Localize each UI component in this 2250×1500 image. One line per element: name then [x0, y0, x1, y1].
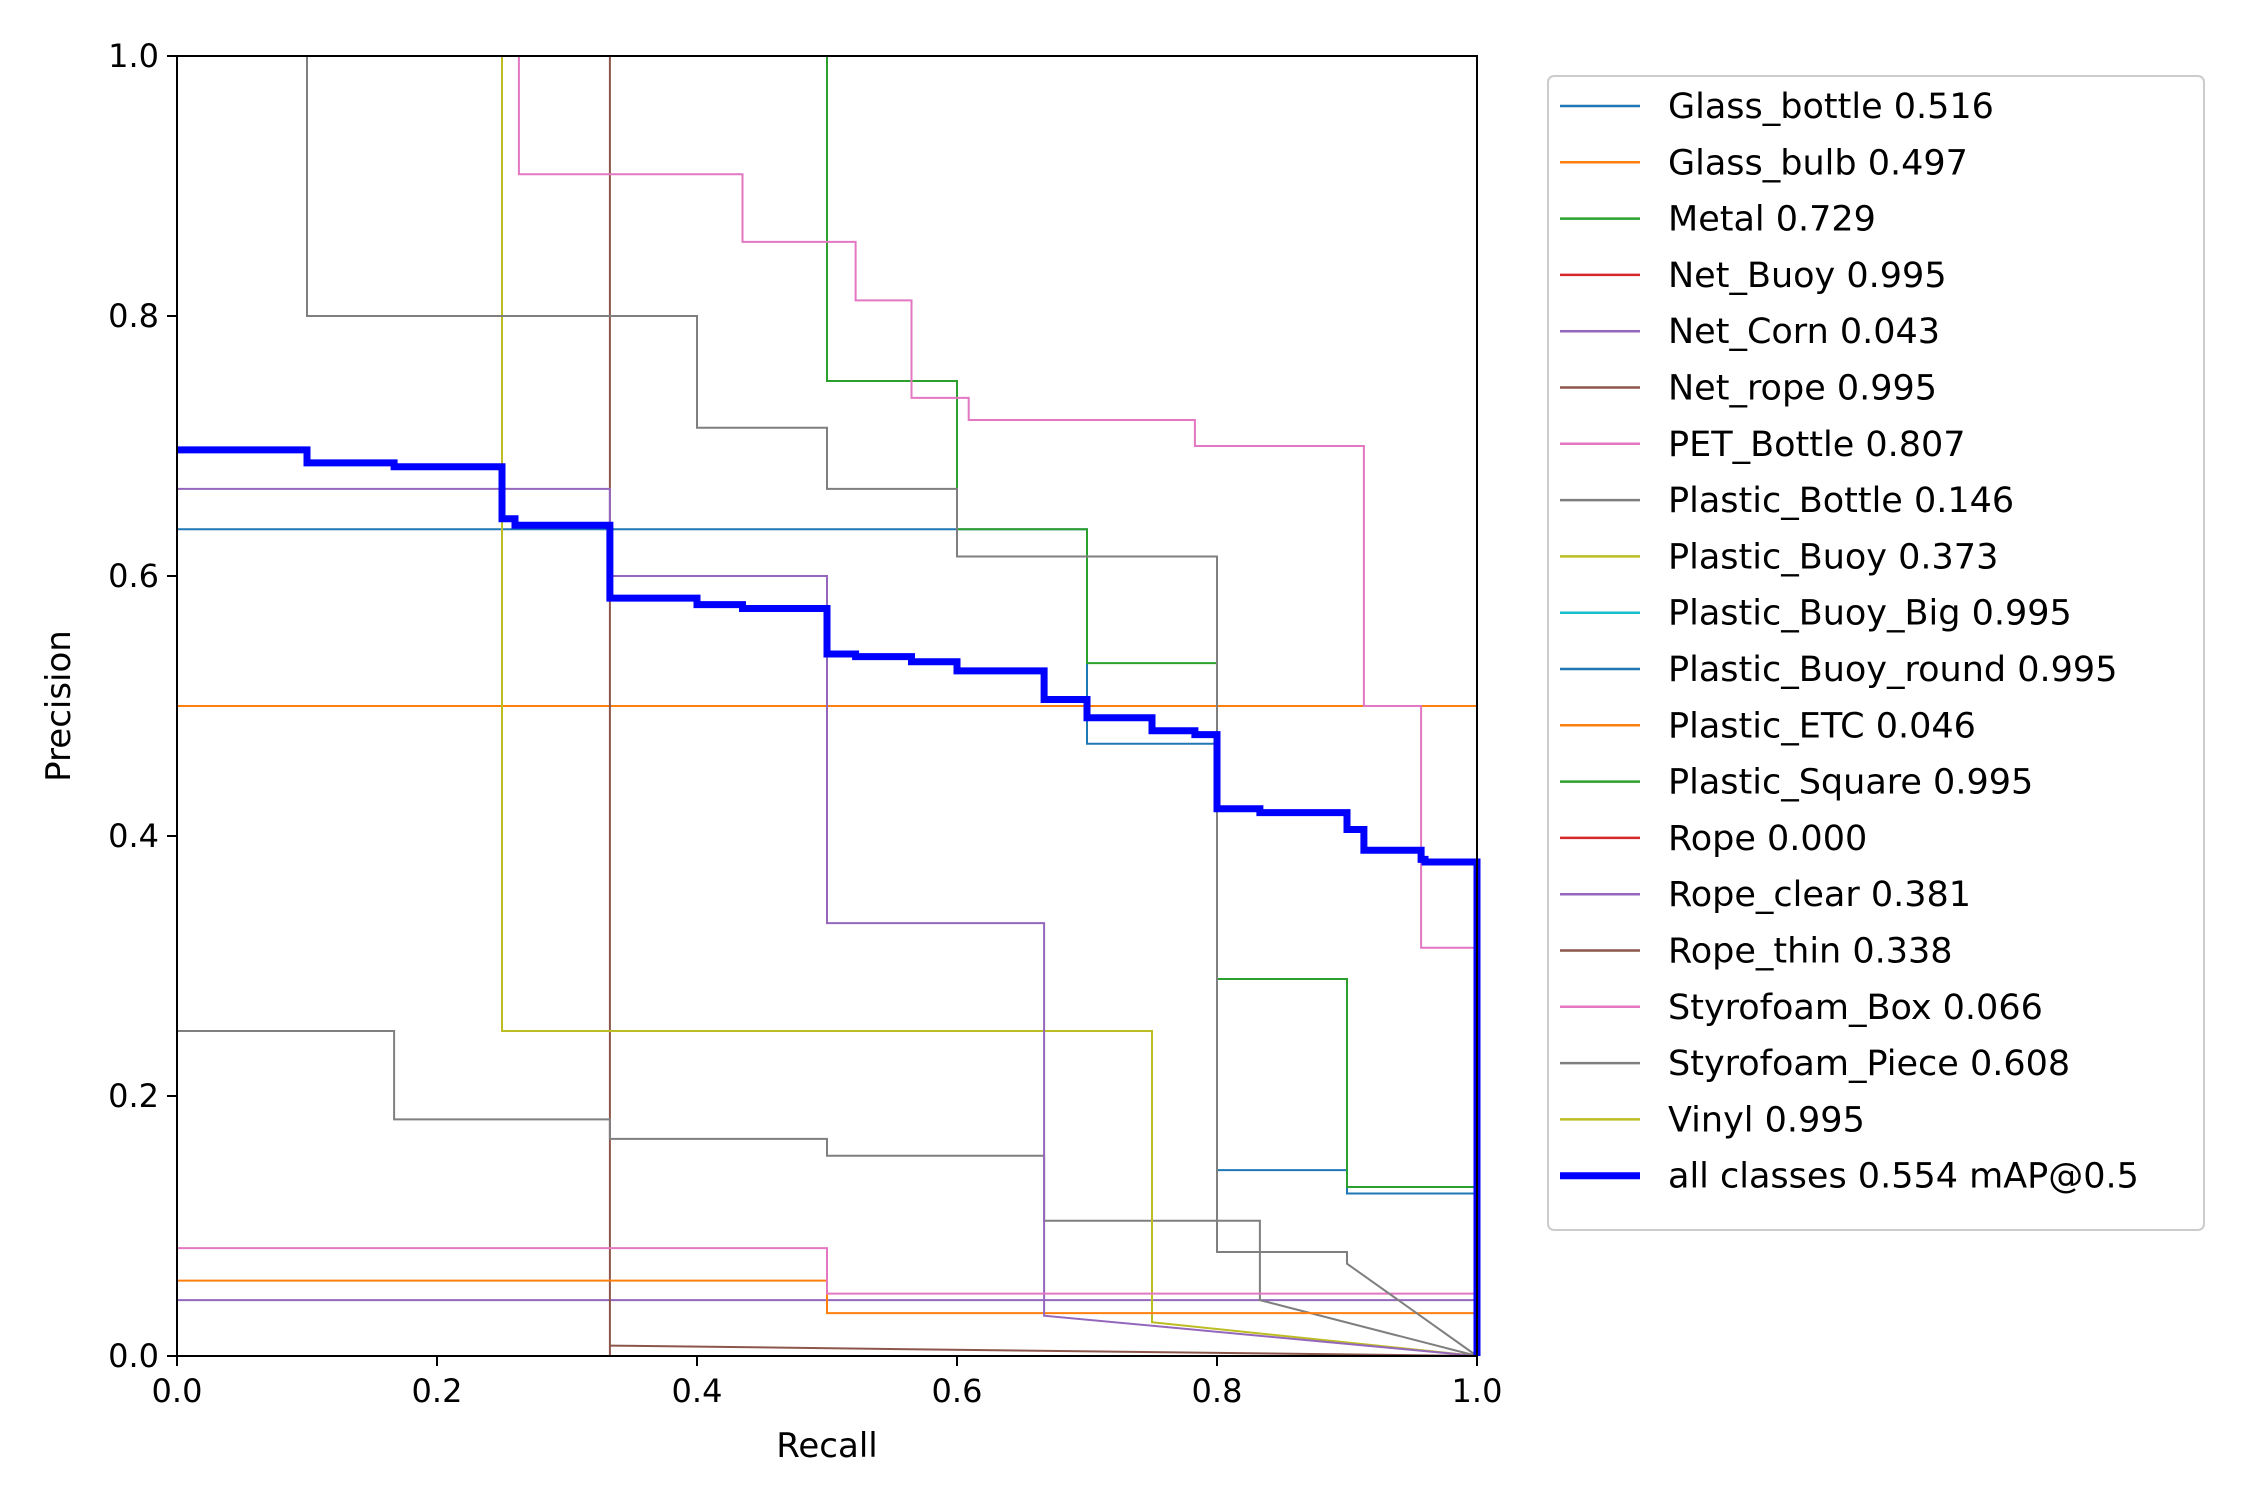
legend-entry: Vinyl 0.995 — [1668, 1100, 1865, 1140]
series-line-2 — [826, 56, 1478, 1356]
x-tick-label: 0.2 — [412, 1372, 463, 1410]
legend-entry: Net_Buoy 0.995 — [1668, 256, 1947, 296]
legend-entry: Glass_bulb 0.497 — [1668, 143, 1968, 183]
series-line-6 — [517, 56, 1478, 1356]
x-axis-label: Recall — [776, 1426, 877, 1466]
legend-entry: Rope_thin 0.338 — [1668, 932, 1953, 972]
series-line-19 — [177, 446, 1481, 1356]
legend-entry: Plastic_ETC 0.046 — [1668, 706, 1976, 746]
legend-entry: Styrofoam_Piece 0.608 — [1668, 1044, 2070, 1084]
series-line-15 — [609, 1344, 1478, 1357]
series-line-14 — [177, 487, 1478, 1357]
x-tick-label: 0.0 — [152, 1372, 203, 1410]
series-line-17 — [306, 56, 1478, 1357]
legend-entry: Metal 0.729 — [1668, 200, 1876, 240]
y-tick-label: 0.4 — [108, 817, 159, 855]
legend-entry: Plastic_Square 0.995 — [1668, 763, 2033, 803]
y-tick-label: 0.6 — [108, 557, 159, 595]
legend-entry: Plastic_Bottle 0.146 — [1668, 481, 2014, 521]
legend-entry: Plastic_Buoy_Big 0.995 — [1668, 594, 2072, 634]
legend-entry: Rope 0.000 — [1668, 819, 1867, 859]
series-line-8 — [501, 56, 1478, 1357]
y-axis-label: Precision — [39, 630, 79, 782]
legend-entry: Styrofoam_Box 0.066 — [1668, 988, 2043, 1028]
legend-entry: Rope_clear 0.381 — [1668, 875, 1971, 915]
y-tick-label: 0.2 — [108, 1077, 159, 1115]
x-tick-label: 1.0 — [1452, 1372, 1503, 1410]
legend: Glass_bottle 0.516 Glass_bulb 0.497 Metal … — [1547, 75, 2205, 1231]
axes: 0.0 0.2 0.4 0.6 0.8 1.0 0.0 0.2 0.4 0.6 0.8 1.0 — [108, 37, 1502, 1410]
legend-entry: Net_rope 0.995 — [1668, 369, 1937, 409]
legend-box — [1547, 75, 2205, 1231]
x-tick-label: 0.6 — [932, 1372, 983, 1410]
series-line-7 — [177, 1030, 1478, 1357]
legend-entry: Plastic_Buoy 0.373 — [1668, 537, 1998, 577]
legend-entry: Glass_bottle 0.516 — [1668, 87, 1994, 127]
y-tick-label: 0.8 — [108, 297, 159, 335]
legend-entry: Plastic_Buoy_round 0.995 — [1668, 650, 2117, 690]
x-tick-label: 0.8 — [1192, 1372, 1243, 1410]
plot-frame — [176, 55, 1478, 1357]
legend-entry: Net_Corn 0.043 — [1668, 312, 1940, 352]
y-tick-label: 0.0 — [108, 1337, 159, 1375]
x-tick-label: 0.4 — [672, 1372, 723, 1410]
y-tick-label: 1.0 — [108, 37, 159, 75]
legend-entry: PET_Bottle 0.807 — [1668, 425, 1966, 465]
legend-entry: all classes 0.554 mAP@0.5 — [1668, 1157, 2139, 1197]
